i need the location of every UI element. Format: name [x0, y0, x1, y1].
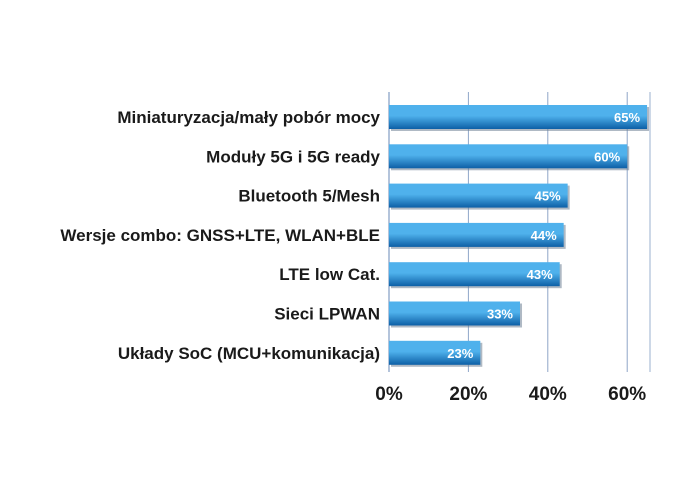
x-axis-ticks: 0% 20% 40% 60% — [375, 384, 646, 405]
category-label: LTE low Cat. — [279, 265, 380, 284]
category-label: Miniaturyzacja/mały pobór mocy — [117, 108, 380, 127]
category-labels: Miniaturyzacja/mały pobór mocy Moduły 5G … — [60, 108, 380, 363]
x-tick-label: 60% — [608, 384, 646, 405]
x-tick-label: 0% — [375, 384, 403, 405]
bar-value-label: 33% — [487, 307, 513, 322]
bar — [389, 301, 521, 326]
bar — [389, 340, 481, 365]
bar-value-label: 23% — [447, 346, 473, 361]
x-tick-label: 40% — [529, 384, 567, 405]
bar — [389, 144, 628, 169]
bars: 65% 60% 45% 44% 43% 33% 23% — [389, 105, 650, 367]
category-label: Sieci LPWAN — [274, 305, 380, 324]
bar — [389, 105, 648, 129]
bar — [389, 262, 560, 287]
category-label: Wersje combo: GNSS+LTE, WLAN+BLE — [60, 226, 380, 245]
bar-value-label: 43% — [527, 267, 553, 282]
category-label: Bluetooth 5/Mesh — [238, 187, 380, 206]
category-label: Moduły 5G i 5G ready — [206, 147, 380, 166]
bar-value-label: 65% — [614, 110, 640, 125]
bar-value-label: 45% — [535, 189, 561, 204]
bar-value-label: 44% — [531, 228, 557, 243]
bar-value-label: 60% — [594, 149, 620, 164]
x-tick-label: 20% — [449, 384, 487, 405]
bar — [389, 222, 564, 247]
bar — [389, 183, 568, 208]
category-label: Układy SoC (MCU+komunikacja) — [118, 344, 380, 363]
